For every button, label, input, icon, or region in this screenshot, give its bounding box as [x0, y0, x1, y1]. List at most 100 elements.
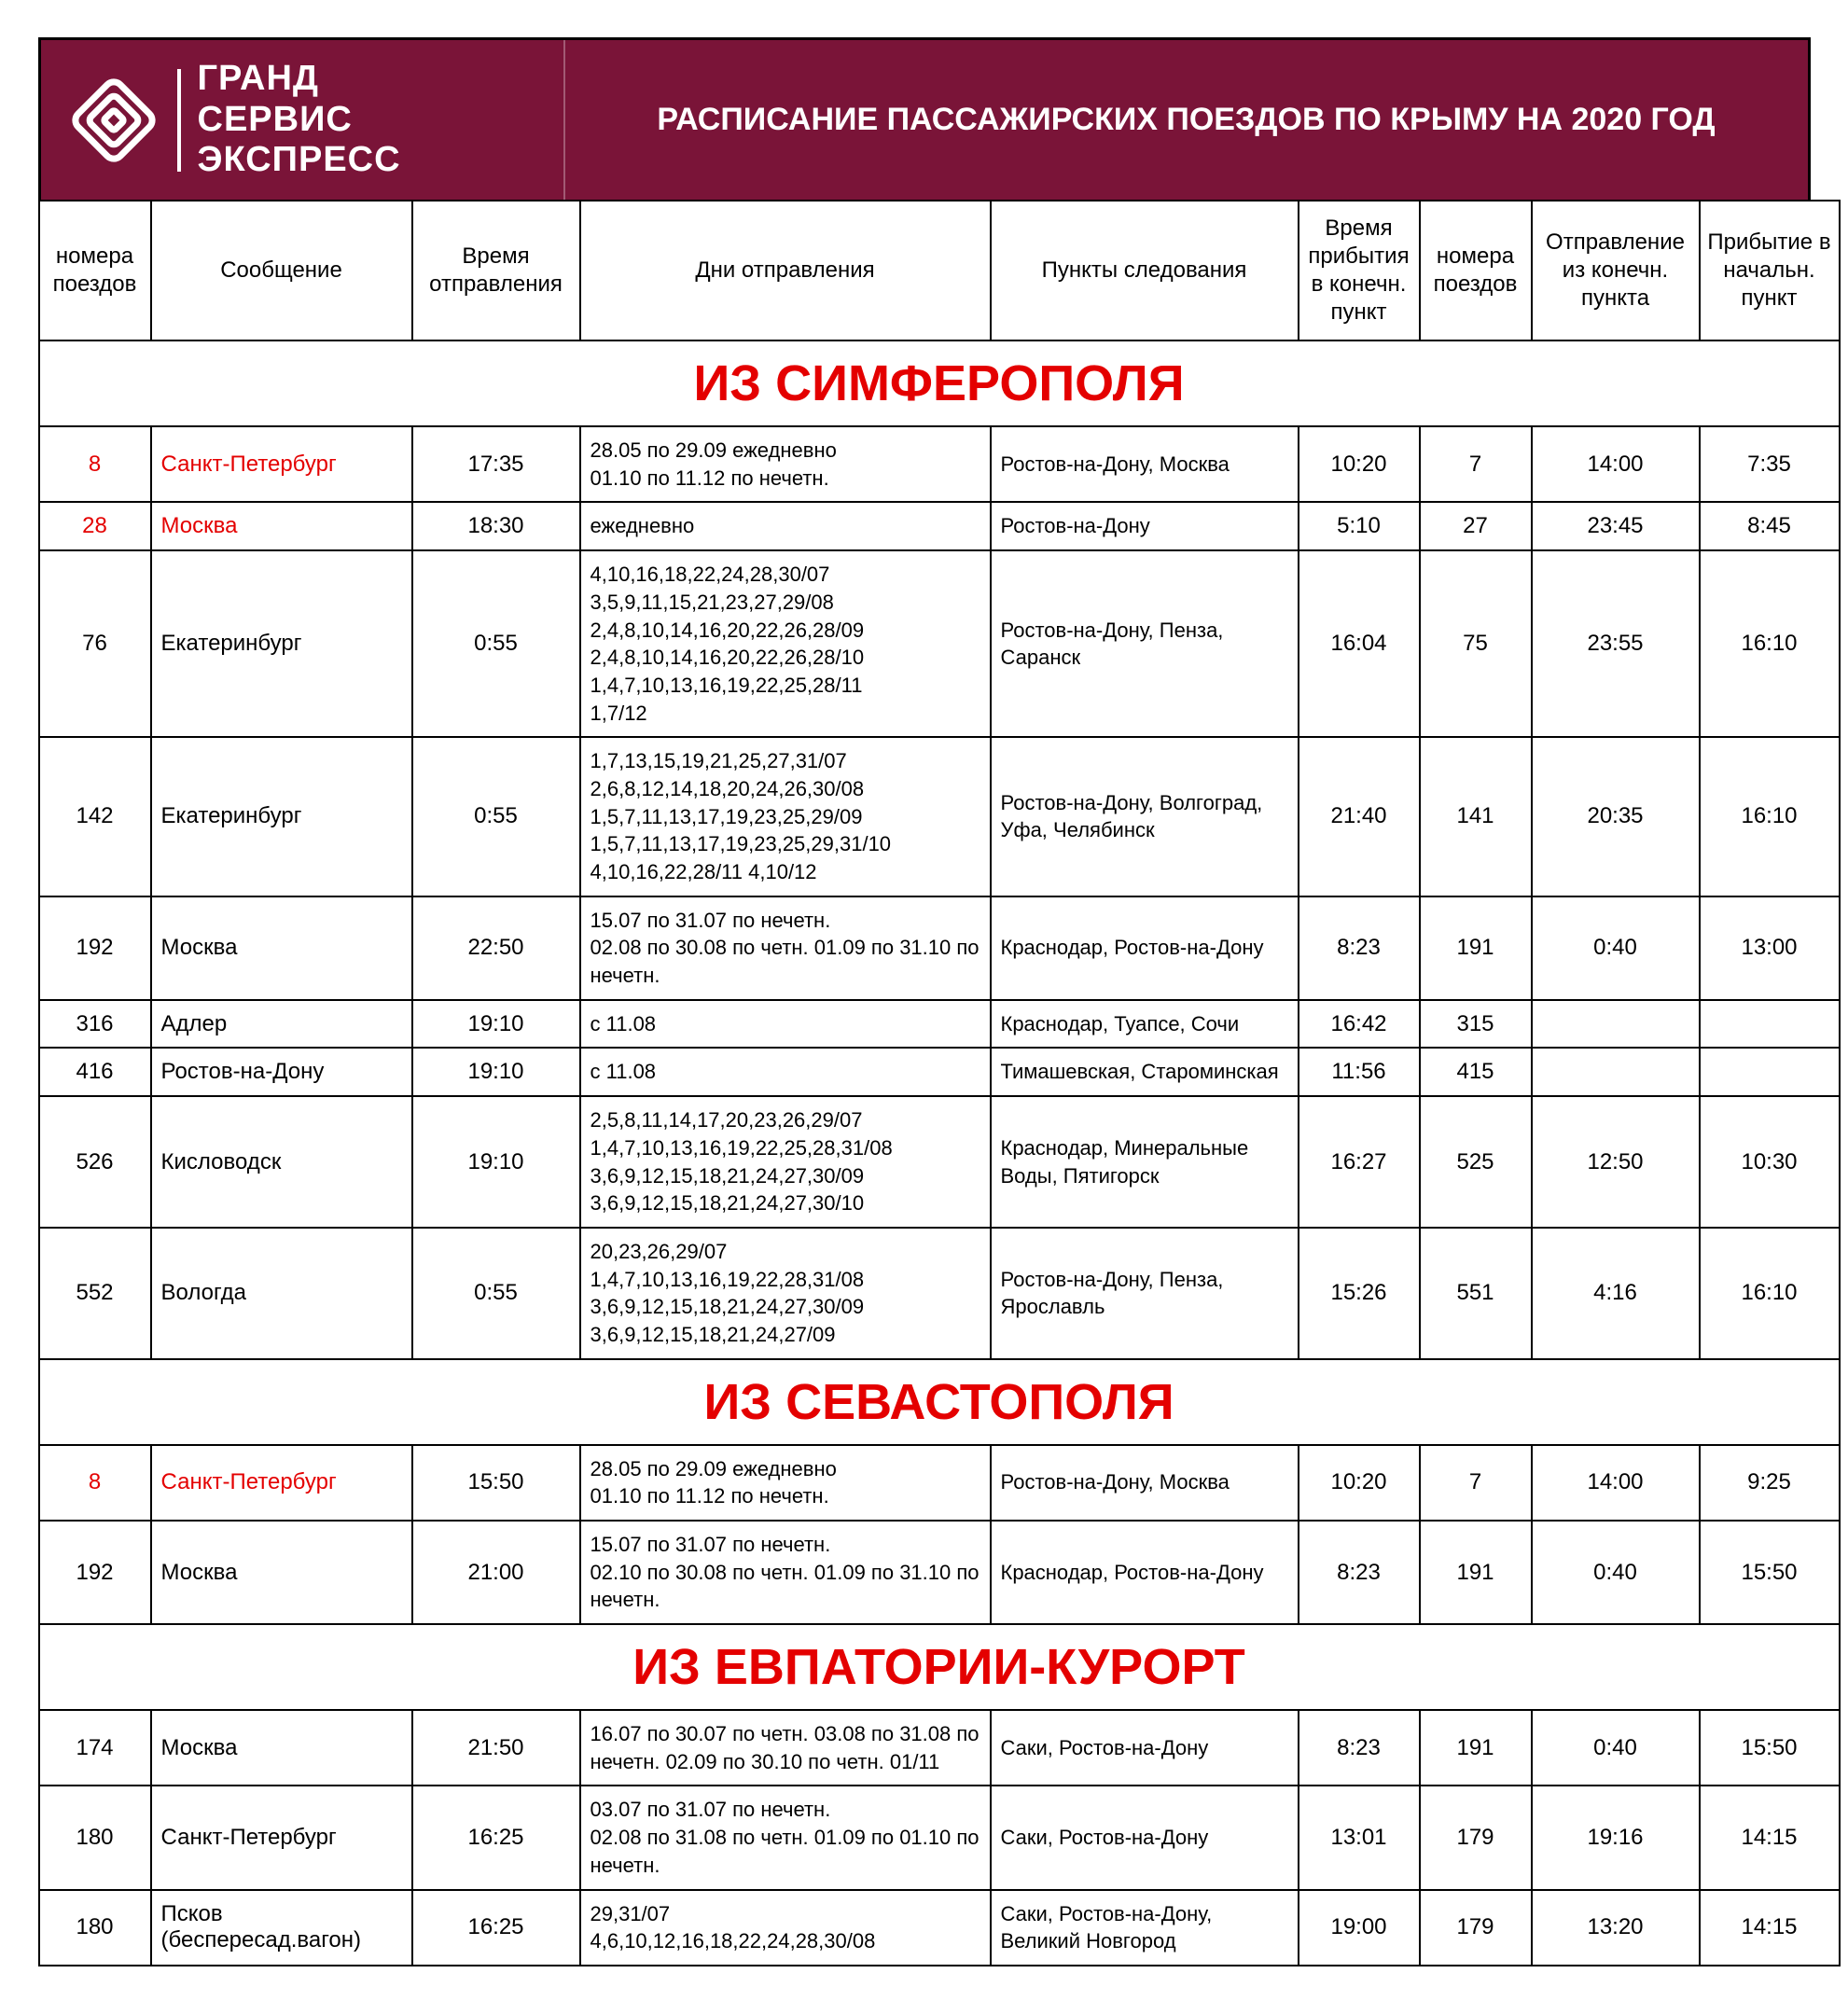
- departure-time: 21:00: [412, 1521, 580, 1624]
- route-via: Саки, Ростов-на-Дону, Великий Новгород: [991, 1890, 1299, 1966]
- train-number-back: 551: [1420, 1228, 1532, 1359]
- departure-time: 0:55: [412, 737, 580, 896]
- table-row: 174Москва21:5016.07 по 30.07 по четн. 03…: [39, 1710, 1840, 1786]
- header-row: номера поездов Сообщение Время отправлен…: [39, 201, 1840, 340]
- table-row: 192Москва22:5015.07 по 31.07 по нечетн.0…: [39, 896, 1840, 1000]
- route-via: Краснодар, Туапсе, Сочи: [991, 1000, 1299, 1049]
- train-number-out: 192: [39, 1521, 151, 1624]
- departure-time: 19:10: [412, 1000, 580, 1049]
- departure-days: с 11.08: [580, 1000, 991, 1049]
- return-departure: 23:45: [1532, 502, 1700, 550]
- train-number-out: 552: [39, 1228, 151, 1359]
- arrival-time: 21:40: [1299, 737, 1420, 896]
- arrival-time: 19:00: [1299, 1890, 1420, 1966]
- section-title: ИЗ ЕВПАТОРИИ-КУРОРТ: [39, 1624, 1840, 1710]
- arrival-time: 8:23: [1299, 1521, 1420, 1624]
- return-arrival: 14:15: [1700, 1890, 1840, 1966]
- return-departure: 20:35: [1532, 737, 1700, 896]
- return-departure: 0:40: [1532, 1521, 1700, 1624]
- return-departure: [1532, 1000, 1700, 1049]
- brand-name: ГРАНД СЕРВИС ЭКСПРЕСС: [198, 59, 401, 181]
- return-arrival: 7:35: [1700, 426, 1840, 502]
- departure-time: 19:10: [412, 1048, 580, 1096]
- departure-days: 1,7,13,15,19,21,25,27,31/072,6,8,12,14,1…: [580, 737, 991, 896]
- departure-days: 28.05 по 29.09 ежедневно01.10 по 11.12 п…: [580, 1445, 991, 1521]
- train-number-out: 416: [39, 1048, 151, 1096]
- train-number-out: 192: [39, 896, 151, 1000]
- brand-line-3: ЭКСПРЕСС: [198, 140, 401, 181]
- arrival-time: 5:10: [1299, 502, 1420, 550]
- arrival-time: 10:20: [1299, 1445, 1420, 1521]
- train-number-back: 415: [1420, 1048, 1532, 1096]
- train-number-back: 27: [1420, 502, 1532, 550]
- return-arrival: [1700, 1000, 1840, 1049]
- train-number-out: 142: [39, 737, 151, 896]
- train-number-out: 180: [39, 1786, 151, 1889]
- departure-time: 15:50: [412, 1445, 580, 1521]
- train-number-back: 191: [1420, 896, 1532, 1000]
- departure-time: 0:55: [412, 550, 580, 737]
- arrival-time: 8:23: [1299, 1710, 1420, 1786]
- train-number-out: 28: [39, 502, 151, 550]
- train-number-out: 8: [39, 1445, 151, 1521]
- route-via: Ростов-на-Дону, Волгоград, Уфа, Челябинс…: [991, 737, 1299, 896]
- arrival-time: 11:56: [1299, 1048, 1420, 1096]
- route-via: Краснодар, Ростов-на-Дону: [991, 1521, 1299, 1624]
- departure-days: 20,23,26,29/071,4,7,10,13,16,19,22,28,31…: [580, 1228, 991, 1359]
- timetable-page: ГРАНД СЕРВИС ЭКСПРЕСС РАСПИСАНИЕ ПАССАЖИ…: [38, 37, 1811, 1966]
- route-via: Тимашевская, Староминская: [991, 1048, 1299, 1096]
- col-header: номера поездов: [39, 201, 151, 340]
- brand-line-1: ГРАНД: [198, 59, 401, 100]
- train-number-back: 315: [1420, 1000, 1532, 1049]
- departure-time: 16:25: [412, 1890, 580, 1966]
- table-row: 8Санкт-Петербург17:3528.05 по 29.09 ежед…: [39, 426, 1840, 502]
- table-row: 192Москва21:0015.07 по 31.07 по нечетн.0…: [39, 1521, 1840, 1624]
- departure-time: 17:35: [412, 426, 580, 502]
- return-arrival: 8:45: [1700, 502, 1840, 550]
- train-number-back: 525: [1420, 1096, 1532, 1228]
- return-arrival: 9:25: [1700, 1445, 1840, 1521]
- table-row: 416Ростов-на-Дону19:10с 11.08Тимашевская…: [39, 1048, 1840, 1096]
- departure-days: 29,31/074,6,10,12,16,18,22,24,28,30/08: [580, 1890, 991, 1966]
- destination: Вологда: [151, 1228, 412, 1359]
- return-departure: 4:16: [1532, 1228, 1700, 1359]
- route-via: Краснодар, Минеральные Воды, Пятигорск: [991, 1096, 1299, 1228]
- table-row: 76Екатеринбург0:554,10,16,18,22,24,28,30…: [39, 550, 1840, 737]
- table-row: 526Кисловодск19:102,5,8,11,14,17,20,23,2…: [39, 1096, 1840, 1228]
- departure-time: 22:50: [412, 896, 580, 1000]
- route-via: Краснодар, Ростов-на-Дону: [991, 896, 1299, 1000]
- train-number-out: 526: [39, 1096, 151, 1228]
- return-departure: 14:00: [1532, 1445, 1700, 1521]
- departure-time: 16:25: [412, 1786, 580, 1889]
- col-header: Сообщение: [151, 201, 412, 340]
- train-number-out: 180: [39, 1890, 151, 1966]
- return-arrival: 15:50: [1700, 1521, 1840, 1624]
- train-number-out: 316: [39, 1000, 151, 1049]
- return-departure: 23:55: [1532, 550, 1700, 737]
- arrival-time: 16:27: [1299, 1096, 1420, 1228]
- return-arrival: 16:10: [1700, 1228, 1840, 1359]
- section-title: ИЗ СЕВАСТОПОЛЯ: [39, 1359, 1840, 1445]
- route-via: Саки, Ростов-на-Дону: [991, 1786, 1299, 1889]
- return-departure: 19:16: [1532, 1786, 1700, 1889]
- col-header: Отправление из конечн. пункта: [1532, 201, 1700, 340]
- col-header: Время отправления: [412, 201, 580, 340]
- table-row: 180Псков (беспересад.вагон)16:2529,31/07…: [39, 1890, 1840, 1966]
- destination: Санкт-Петербург: [151, 1786, 412, 1889]
- arrival-time: 8:23: [1299, 896, 1420, 1000]
- train-number-out: 174: [39, 1710, 151, 1786]
- destination: Санкт-Петербург: [151, 1445, 412, 1521]
- return-arrival: 16:10: [1700, 550, 1840, 737]
- arrival-time: 13:01: [1299, 1786, 1420, 1889]
- table-row: 8Санкт-Петербург15:5028.05 по 29.09 ежед…: [39, 1445, 1840, 1521]
- table-row: 28Москва18:30ежедневноРостов-на-Дону5:10…: [39, 502, 1840, 550]
- col-header: Прибытие в начальн. пункт: [1700, 201, 1840, 340]
- destination: Москва: [151, 502, 412, 550]
- return-arrival: 16:10: [1700, 737, 1840, 896]
- return-arrival: 14:15: [1700, 1786, 1840, 1889]
- page-title: РАСПИСАНИЕ ПАССАЖИРСКИХ ПОЕЗДОВ ПО КРЫМУ…: [563, 40, 1808, 200]
- route-via: Ростов-на-Дону, Пенза, Ярославль: [991, 1228, 1299, 1359]
- destination: Кисловодск: [151, 1096, 412, 1228]
- section-row: ИЗ СИМФЕРОПОЛЯ: [39, 340, 1840, 426]
- route-via: Ростов-на-Дону, Москва: [991, 1445, 1299, 1521]
